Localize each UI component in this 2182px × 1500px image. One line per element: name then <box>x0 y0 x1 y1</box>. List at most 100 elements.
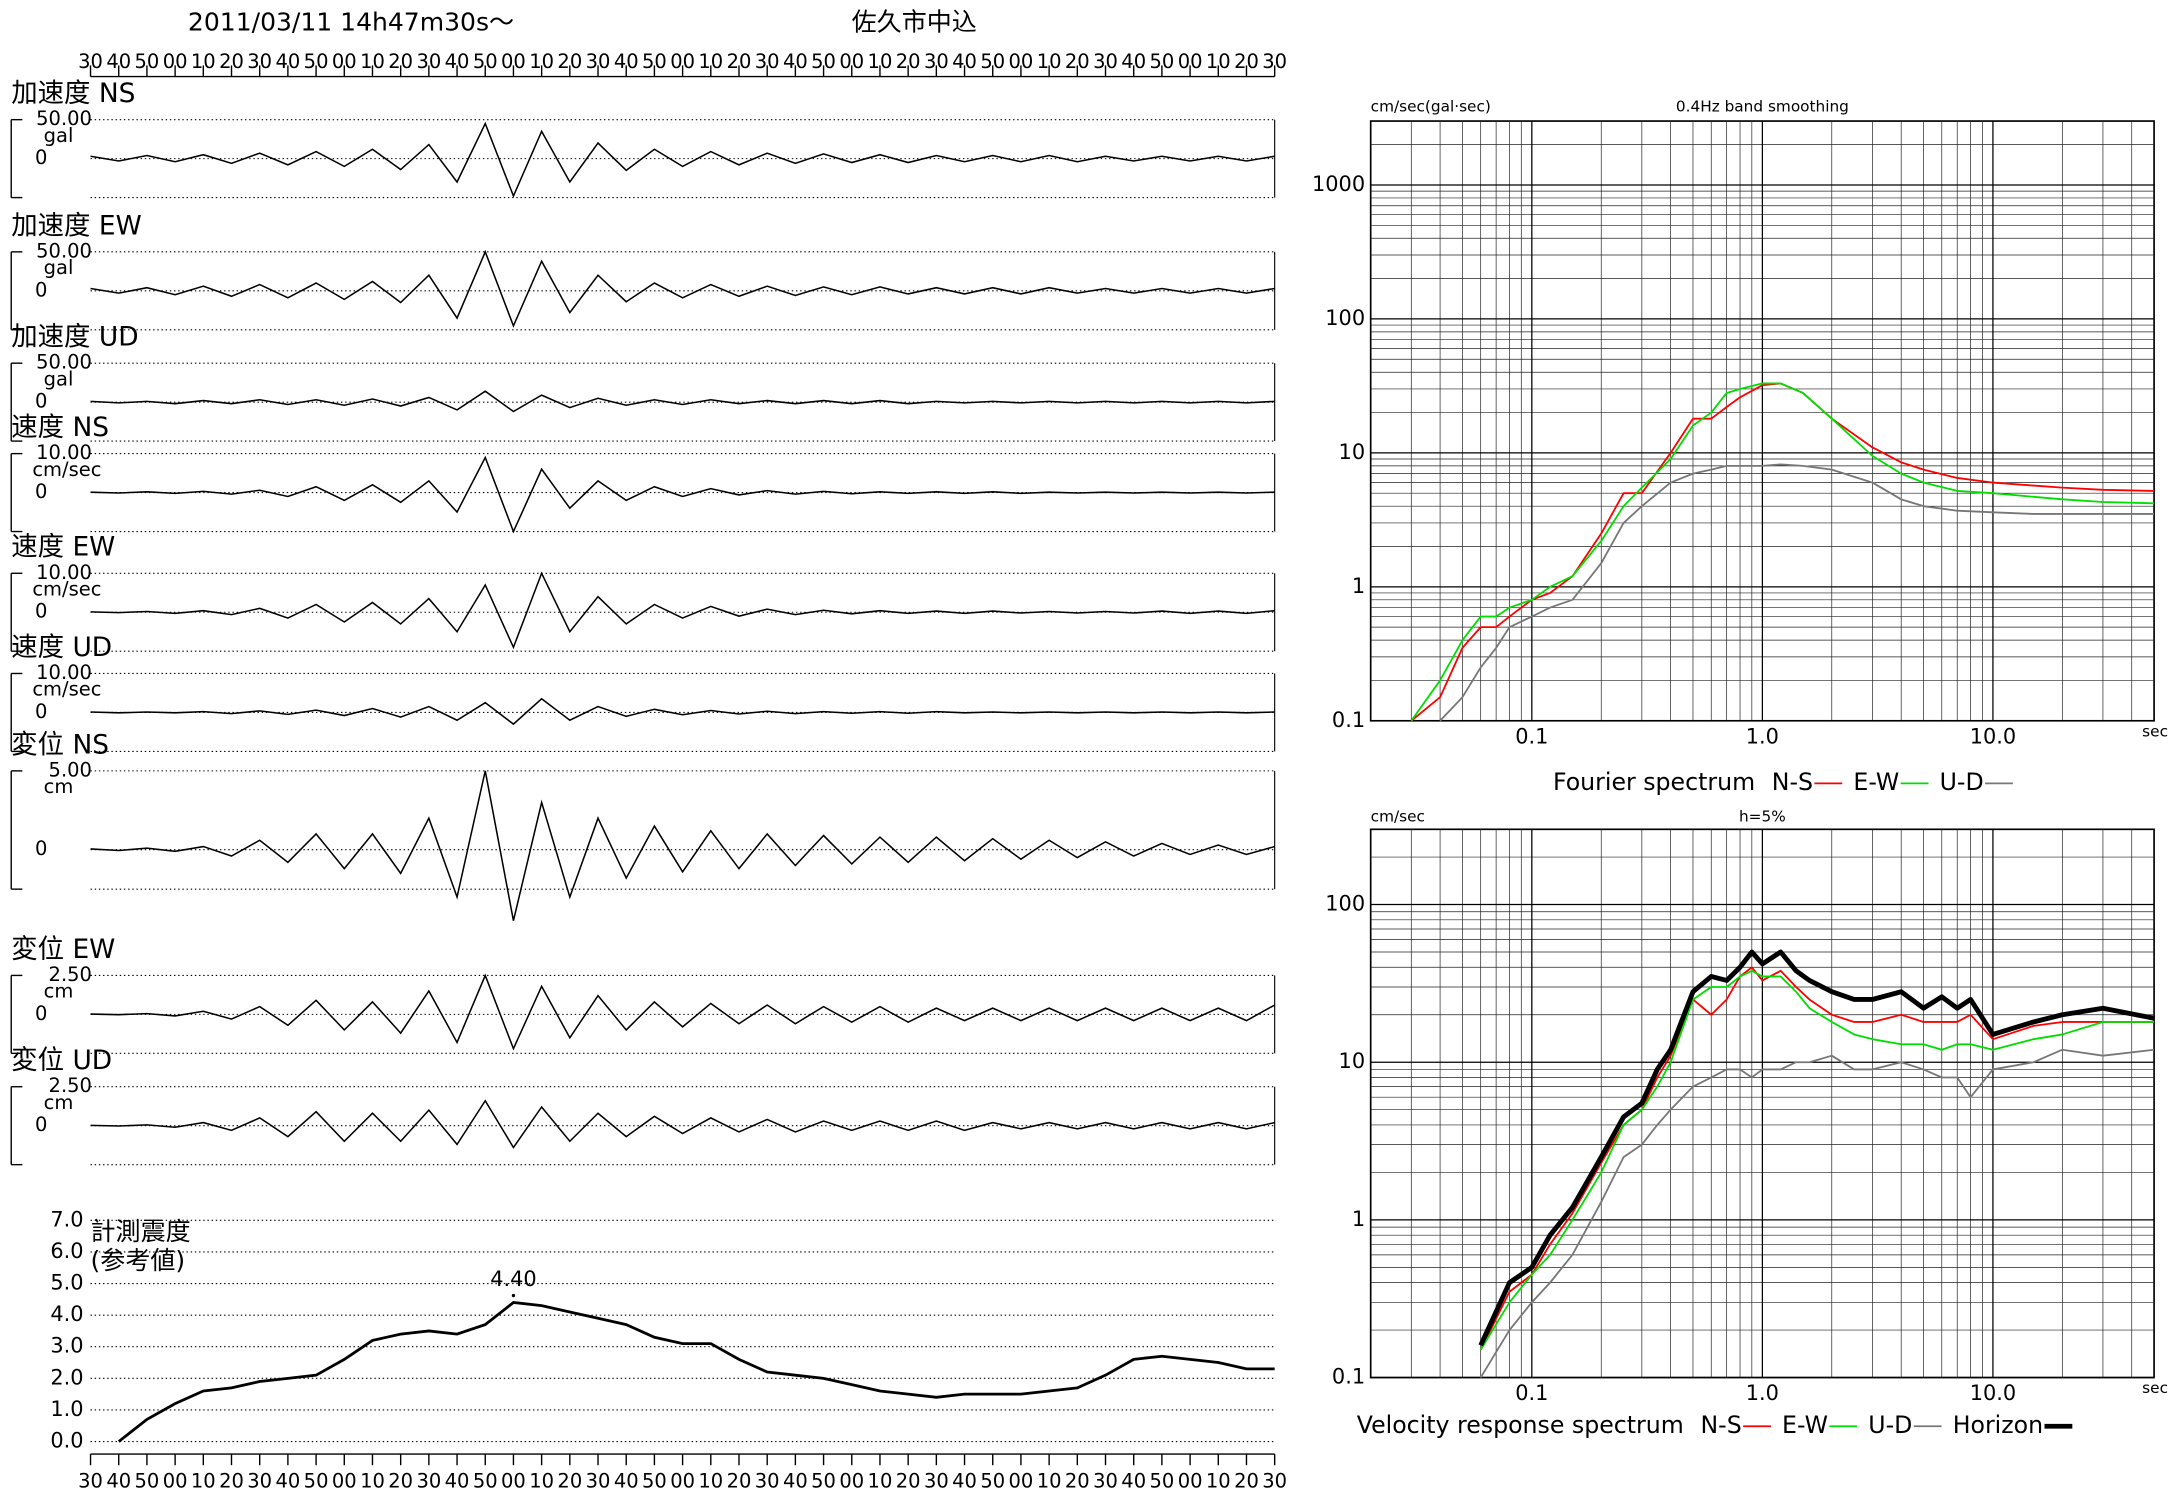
time-tick-label: 20 <box>1234 50 1259 73</box>
time-tick-label: 00 <box>839 50 864 73</box>
time-tick-label: 50 <box>473 50 498 73</box>
x-tick-label: 0.1 <box>1515 724 1548 748</box>
time-tick-label: 30 <box>924 1469 949 1492</box>
unit-label: cm/sec <box>32 458 101 481</box>
time-tick-label: 00 <box>670 1469 695 1492</box>
panel-title: 速度 NS <box>11 412 109 443</box>
legend-label: N-S <box>1772 768 1813 796</box>
y-tick-label: 1 <box>1352 1207 1365 1231</box>
time-tick-label: 30 <box>78 50 103 73</box>
spectrum-line <box>1479 966 2155 1351</box>
legend-label: U-D <box>1940 768 1984 796</box>
peak-marker <box>511 1293 516 1298</box>
waveform <box>90 121 1275 199</box>
time-tick-label: 50 <box>473 1469 498 1492</box>
y-tick-label: 1000 <box>1312 172 1365 196</box>
x-tick-label: 1.0 <box>1746 1381 1779 1405</box>
time-tick-label: 00 <box>501 50 526 73</box>
waveform <box>90 455 1275 534</box>
waveform <box>90 571 1275 650</box>
time-tick-label: 30 <box>78 1469 103 1492</box>
legend-label: E-W <box>1782 1411 1828 1439</box>
y-tick-label: 7.0 <box>50 1207 83 1231</box>
y-tick-label: 100 <box>1325 892 1365 916</box>
intensity-line <box>117 1301 1275 1443</box>
time-tick-label: 10 <box>191 1469 216 1492</box>
y-tick-label: 2.0 <box>50 1365 83 1389</box>
panel-title: 加速度 UD <box>11 322 138 353</box>
time-tick-label: 10 <box>1037 50 1062 73</box>
time-tick-label: 00 <box>332 50 357 73</box>
unit-label: cm <box>44 1091 74 1114</box>
time-tick-label: 20 <box>557 50 582 73</box>
time-tick-label: 10 <box>191 50 216 73</box>
time-tick-label: 40 <box>614 1469 639 1492</box>
time-tick-label: 30 <box>1262 1469 1287 1492</box>
time-tick-label: 20 <box>727 50 752 73</box>
y-tick-label: 100 <box>1325 306 1365 330</box>
y-tick-label: 0 <box>35 390 47 413</box>
time-tick-label: 40 <box>445 50 470 73</box>
legend-title: Fourier spectrum <box>1553 768 1755 796</box>
y-tick-label: 50.00 <box>36 107 92 130</box>
y-tick-label: 50.00 <box>36 239 92 262</box>
y-tick-label: 4.0 <box>50 1302 83 1326</box>
time-tick-label: 10 <box>1206 1469 1231 1492</box>
time-tick-label: 30 <box>1093 1469 1118 1492</box>
panel-title: 速度 UD <box>11 632 112 663</box>
y-tick-label: 0 <box>35 700 47 723</box>
spectrum-line <box>1410 382 2155 722</box>
y-tick-label: 1.0 <box>50 1397 83 1421</box>
y-tick-label: 0 <box>35 600 47 623</box>
time-tick-label: 40 <box>952 1469 977 1492</box>
time-tick-label: 50 <box>1150 50 1175 73</box>
time-tick-label: 50 <box>304 50 329 73</box>
time-tick-label: 10 <box>868 1469 893 1492</box>
time-tick-label: 20 <box>557 1469 582 1492</box>
waveform <box>90 973 1276 1051</box>
unit-label: cm/sec <box>32 577 101 600</box>
time-tick-label: 20 <box>388 1469 413 1492</box>
time-tick-label: 30 <box>247 50 272 73</box>
time-tick-label: 20 <box>1065 50 1090 73</box>
time-tick-label: 50 <box>135 50 160 73</box>
y-tick-label: 50.00 <box>36 351 92 374</box>
intensity-title: 計測震度 <box>91 1217 191 1246</box>
time-tick-label: 40 <box>952 50 977 73</box>
time-tick-label: 00 <box>839 1469 864 1492</box>
station-name: 佐久市中込 <box>852 8 977 37</box>
y-unit-label: cm/sec <box>1371 807 1425 825</box>
time-tick-label: 00 <box>1178 50 1203 73</box>
time-tick-label: 10 <box>698 50 723 73</box>
panel-title: 加速度 EW <box>11 210 141 241</box>
spectrum-subtitle: h=5% <box>1739 807 1786 825</box>
legend-label: E-W <box>1853 768 1899 796</box>
time-tick-label: 50 <box>980 50 1005 73</box>
time-tick-label: 20 <box>1234 1469 1259 1492</box>
time-tick-label: 30 <box>416 50 441 73</box>
y-tick-label: 0.1 <box>1332 1365 1365 1389</box>
header-date: 2011/03/11 14h47m30s～ <box>188 8 514 37</box>
time-tick-label: 00 <box>501 1469 526 1492</box>
y-tick-label: 0 <box>35 480 47 503</box>
x-tick-label: 10.0 <box>1970 724 2016 748</box>
time-tick-label: 20 <box>727 1469 752 1492</box>
unit-label: cm <box>44 980 74 1003</box>
unit-label: cm/sec <box>32 678 101 701</box>
time-tick-label: 40 <box>106 1469 131 1492</box>
time-tick-label: 50 <box>304 1469 329 1492</box>
time-tick-label: 50 <box>1150 1469 1175 1492</box>
time-tick-label: 30 <box>586 50 611 73</box>
spectrum-line <box>1479 969 2155 1351</box>
time-tick-label: 50 <box>135 1469 160 1492</box>
panel-title: 変位 EW <box>11 934 115 965</box>
time-tick-label: 00 <box>163 50 188 73</box>
spectrum-line <box>1478 949 2155 1347</box>
time-tick-label: 50 <box>642 50 667 73</box>
spectrum-line <box>1410 382 2155 722</box>
time-tick-label: 40 <box>614 50 639 73</box>
y-tick-label: 10.00 <box>36 661 92 684</box>
time-tick-label: 50 <box>642 1469 667 1492</box>
